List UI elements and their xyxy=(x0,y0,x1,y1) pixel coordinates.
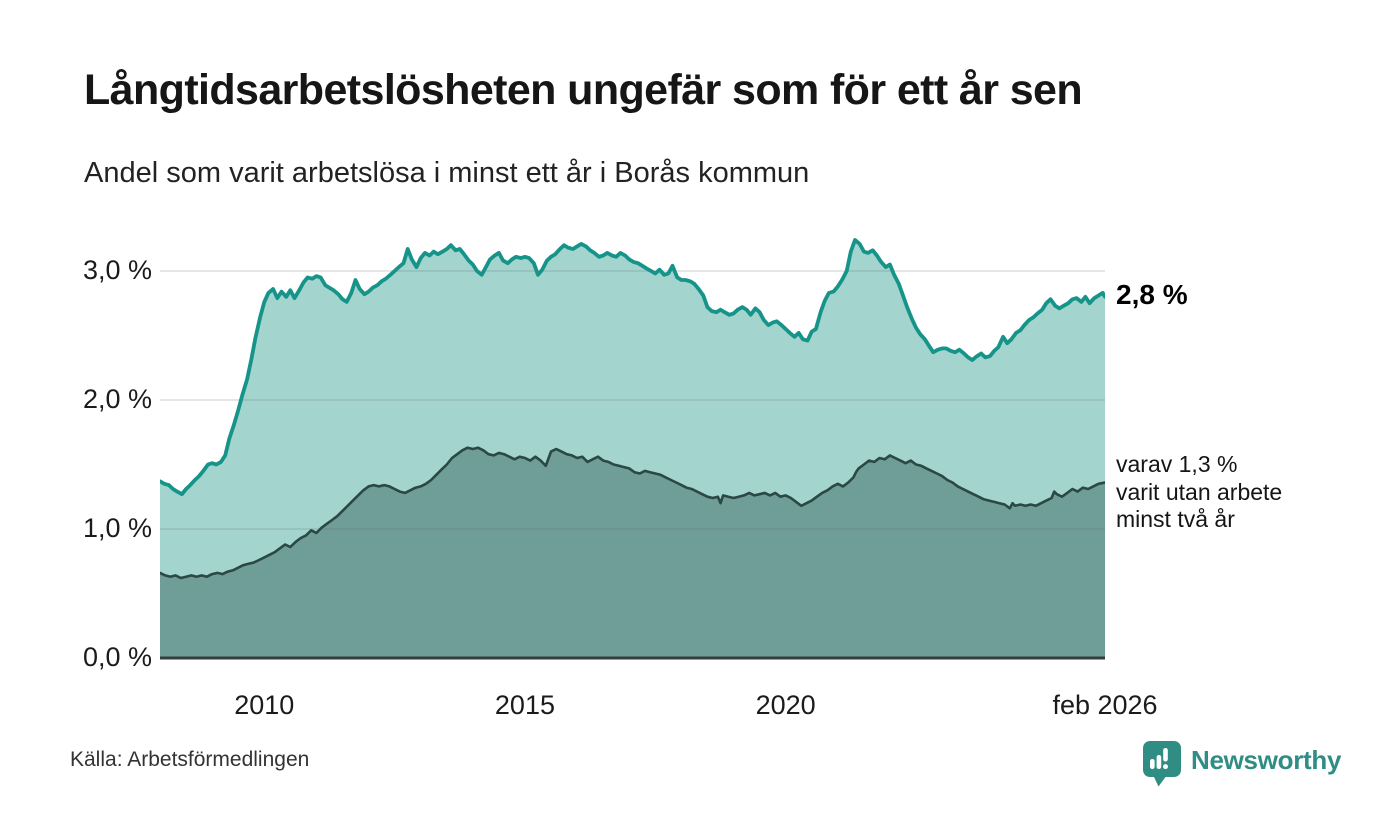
newsworthy-logo[interactable]: Newsworthy xyxy=(1142,740,1341,787)
y-tick-label: 0,0 % xyxy=(82,642,152,672)
x-tick-label: 2020 xyxy=(755,690,816,720)
y-tick-label: 1,0 % xyxy=(82,512,152,543)
line-minst-ett-ar xyxy=(160,238,1105,497)
secondary-value-line-1: varav 1,3 % xyxy=(1116,451,1238,477)
x-tick-label: 2015 xyxy=(494,690,555,720)
area-minst-tva-ar xyxy=(160,447,1105,658)
x-tick-label: feb 2026 xyxy=(1052,690,1158,720)
secondary-value-line-2: varit utan arbete xyxy=(1116,478,1283,505)
source-note: Källa: Arbetsförmedlingen xyxy=(70,748,310,771)
line-minst-tva-ar xyxy=(160,446,1105,580)
x-tick-label: 2010 xyxy=(234,690,295,720)
chart-subtitle: Andel som varit arbetslösa i minst ett å… xyxy=(84,157,810,189)
latest-value-label: 2,8 % xyxy=(1116,279,1188,310)
y-tick-label: 3,0 % xyxy=(82,254,152,285)
secondary-value-line-3: minst två år xyxy=(1116,506,1235,532)
area-chart-plot xyxy=(160,238,1105,660)
newsworthy-speech-bubble-icon xyxy=(1143,741,1181,787)
y-tick-label: 2,0 % xyxy=(82,383,152,414)
newsworthy-wordmark: Newsworthy xyxy=(1191,745,1342,775)
secondary-value-label: varav 1,3 % varit utan arbete minst två … xyxy=(1116,451,1282,534)
chart-title: Långtidsarbetslösheten ungefär som för e… xyxy=(84,66,1083,114)
